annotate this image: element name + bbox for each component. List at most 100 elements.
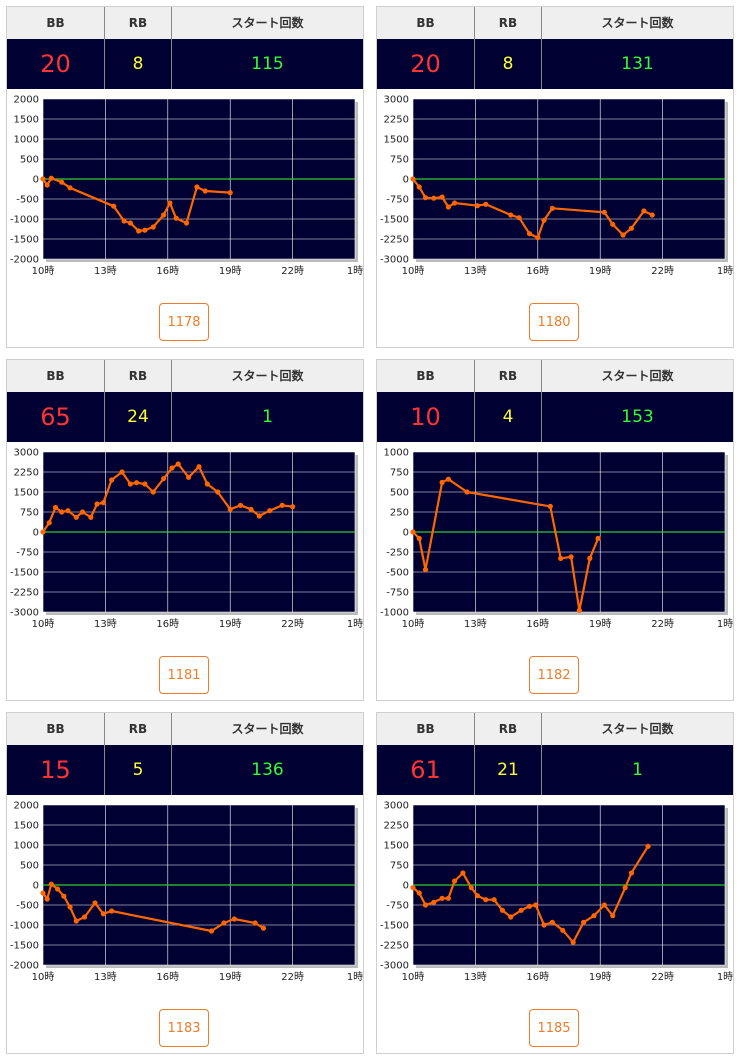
y-tick-label: -3000 xyxy=(10,608,39,619)
data-point xyxy=(54,886,61,892)
x-tick-label: 22時 xyxy=(651,618,674,630)
data-point xyxy=(227,506,233,512)
machine-number-button[interactable]: 1178 xyxy=(159,303,209,341)
data-point xyxy=(541,922,547,928)
start-count: 131 xyxy=(621,54,654,74)
data-point xyxy=(46,520,52,526)
data-point xyxy=(491,897,497,903)
data-point xyxy=(119,469,125,475)
data-point xyxy=(196,464,202,470)
bb-header: BB xyxy=(7,713,105,745)
y-tick-label: 1000 xyxy=(14,135,39,146)
x-tick-label: 13時 xyxy=(94,971,117,983)
y-tick-label: -2250 xyxy=(380,941,409,952)
data-point xyxy=(628,225,634,231)
data-point xyxy=(549,919,555,925)
data-point xyxy=(526,231,533,237)
y-tick-label: 750 xyxy=(390,861,409,872)
data-point xyxy=(59,179,65,185)
data-point xyxy=(127,220,133,226)
x-tick-label: 10時 xyxy=(402,618,425,630)
stats-value-row: 15 5 136 xyxy=(7,745,363,795)
data-point xyxy=(535,235,541,241)
series-line xyxy=(42,883,265,933)
x-tick-label: 19時 xyxy=(219,618,242,630)
data-point xyxy=(44,182,50,188)
data-point xyxy=(591,913,597,919)
y-tick-label: -500 xyxy=(16,901,39,912)
data-point xyxy=(173,215,179,221)
data-point xyxy=(260,925,267,931)
y-tick-label: -750 xyxy=(16,548,39,559)
data-point xyxy=(215,489,221,495)
y-tick-label: 0 xyxy=(33,881,39,892)
machine-number-button[interactable]: 1180 xyxy=(529,303,579,341)
y-tick-label: -750 xyxy=(386,901,409,912)
data-point xyxy=(88,514,94,520)
data-point xyxy=(422,567,429,573)
x-tick-label: 1時 xyxy=(347,618,363,630)
data-point xyxy=(439,895,445,901)
x-tick-label: 16時 xyxy=(156,618,179,630)
data-point xyxy=(100,500,106,506)
stats-value-row: 20 8 115 xyxy=(7,39,363,89)
y-tick-label: 750 xyxy=(20,508,39,519)
data-point xyxy=(167,200,173,206)
data-point xyxy=(48,175,54,181)
y-tick-label: 3000 xyxy=(384,801,409,812)
data-point xyxy=(641,208,647,214)
data-point xyxy=(568,554,574,560)
machine-number-button[interactable]: 1183 xyxy=(159,1009,209,1047)
y-tick-label: -750 xyxy=(386,588,409,599)
x-tick-label: 13時 xyxy=(94,618,117,630)
data-point xyxy=(150,489,156,495)
data-point xyxy=(464,489,470,495)
machine-number-button[interactable]: 1181 xyxy=(159,656,209,694)
machine-number-button[interactable]: 1185 xyxy=(529,1009,579,1047)
data-point xyxy=(547,503,553,509)
bb-header: BB xyxy=(7,7,105,39)
start-count-header: スタート回数 xyxy=(231,722,304,736)
start-count: 115 xyxy=(251,54,284,74)
y-tick-label: 500 xyxy=(390,488,409,499)
data-point xyxy=(161,212,167,218)
bb-count: 10 xyxy=(377,392,475,442)
data-point xyxy=(558,555,564,561)
data-point xyxy=(40,529,46,535)
data-point xyxy=(445,476,451,482)
rb-header: RB xyxy=(105,7,172,39)
data-point xyxy=(576,607,582,613)
data-point xyxy=(595,535,601,541)
data-point xyxy=(516,215,522,221)
y-tick-label: 0 xyxy=(403,528,409,539)
x-tick-label: 1時 xyxy=(347,265,363,277)
data-point xyxy=(82,914,88,920)
y-tick-label: -1000 xyxy=(10,921,39,932)
y-tick-label: -1500 xyxy=(380,215,409,226)
rb-count: 21 xyxy=(475,745,542,795)
data-point xyxy=(410,176,416,182)
y-tick-label: 250 xyxy=(390,508,409,519)
y-tick-label: -2000 xyxy=(10,961,39,972)
data-point xyxy=(134,480,140,486)
machine-number-button[interactable]: 1182 xyxy=(529,656,579,694)
data-point xyxy=(452,878,458,884)
x-tick-label: 1時 xyxy=(717,971,733,983)
start-count: 1 xyxy=(632,760,643,780)
y-tick-label: 1500 xyxy=(14,821,39,832)
stats-header-row: BB RB スタート回数 xyxy=(7,713,363,746)
x-tick-label: 22時 xyxy=(281,265,304,277)
y-tick-label: -2000 xyxy=(10,255,39,266)
data-point xyxy=(67,904,73,910)
data-point xyxy=(431,195,437,201)
data-point xyxy=(541,217,547,223)
data-point xyxy=(518,907,524,913)
data-point xyxy=(109,477,115,483)
data-point xyxy=(121,218,127,224)
y-tick-label: 2000 xyxy=(14,95,39,106)
data-point xyxy=(499,907,506,913)
stats-header-row: BB RB スタート回数 xyxy=(377,360,733,393)
stats-header-row: BB RB スタート回数 xyxy=(377,713,733,746)
